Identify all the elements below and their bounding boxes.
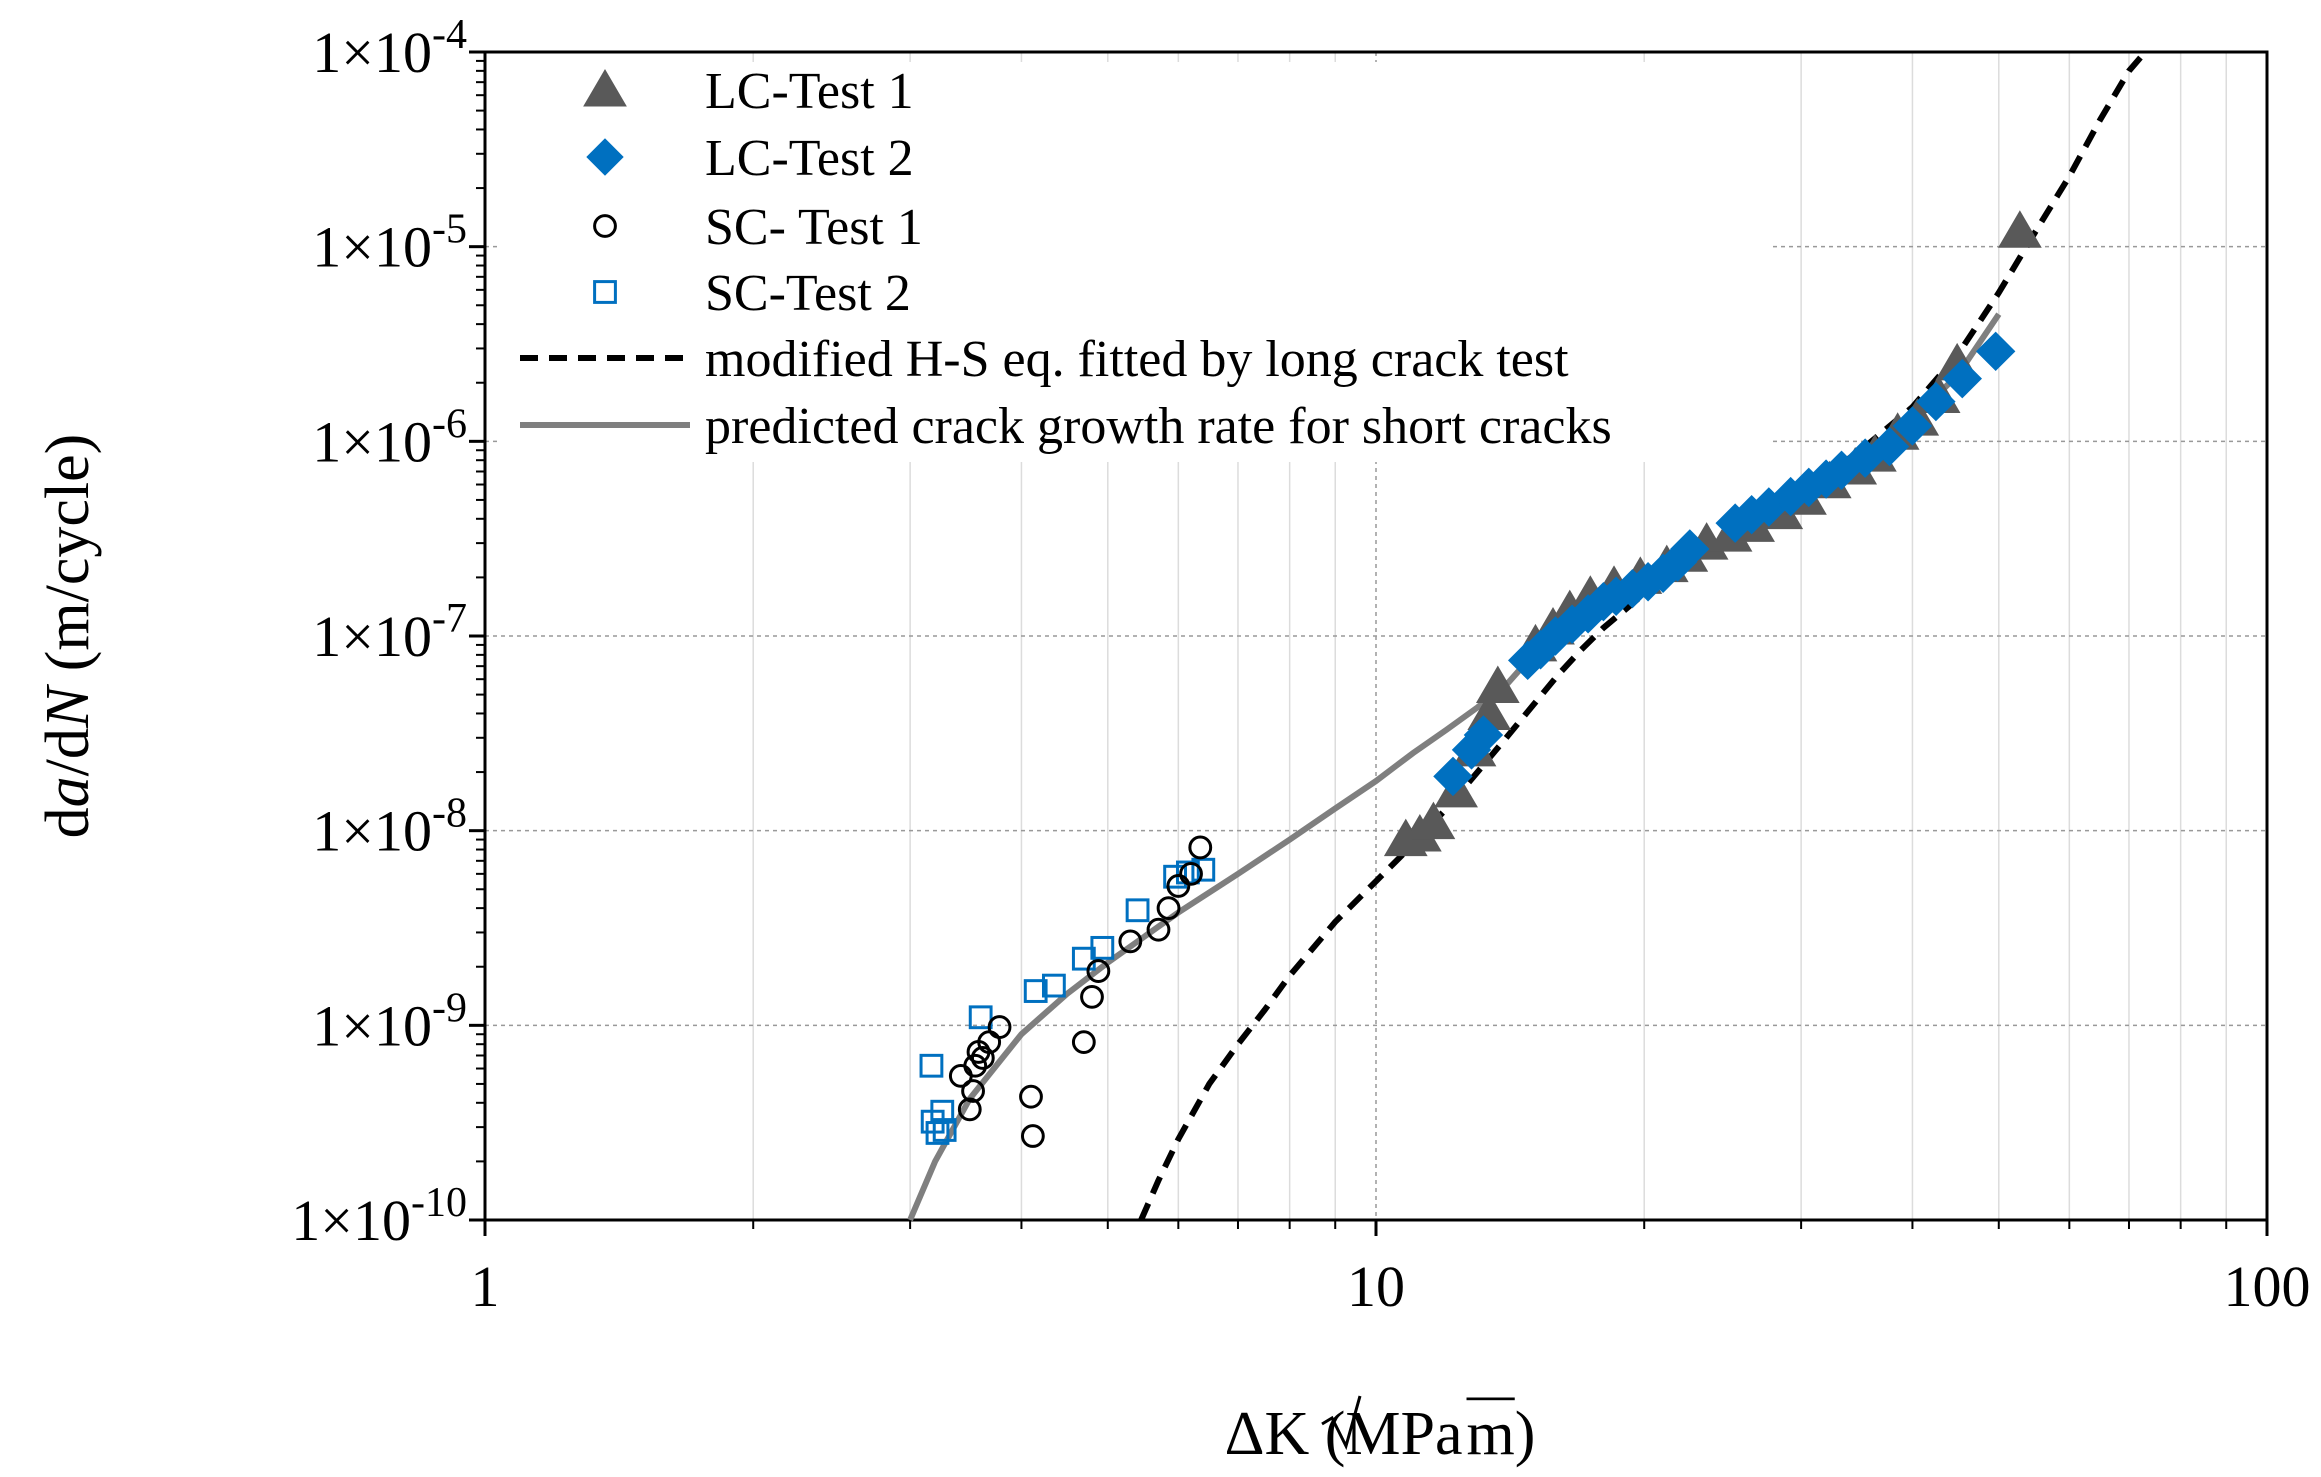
circle-point bbox=[1019, 1084, 1043, 1109]
legend-square-symbol bbox=[593, 280, 617, 304]
square-point bbox=[930, 1099, 955, 1124]
square-point bbox=[1041, 973, 1066, 998]
triangle-point bbox=[1475, 665, 1520, 704]
diamond-point bbox=[1892, 406, 1933, 446]
diamond-point bbox=[1433, 756, 1473, 797]
circle-point bbox=[963, 1053, 988, 1078]
circle-point bbox=[1166, 874, 1191, 898]
circle-point bbox=[987, 1015, 1012, 1039]
data-points bbox=[919, 210, 2042, 1148]
legend-label: SC-Test 2 bbox=[705, 265, 911, 322]
y-tick-label: 1×10-7 bbox=[312, 596, 467, 669]
legend-background bbox=[500, 62, 1770, 462]
y-tick-label: 1×10-4 bbox=[312, 12, 467, 85]
square-point bbox=[968, 1005, 993, 1030]
x-tick-label: 100 bbox=[2224, 1254, 2311, 1319]
circle-point bbox=[1156, 896, 1181, 921]
legend-diamond-symbol bbox=[586, 138, 624, 176]
series-lc-test-2 bbox=[1433, 331, 2016, 797]
y-tick-label: 1×10-5 bbox=[312, 207, 467, 280]
circle-point bbox=[1118, 929, 1143, 954]
circle-point bbox=[961, 1079, 985, 1103]
diamond-point bbox=[1670, 529, 1710, 569]
circle-point bbox=[1146, 917, 1171, 942]
circle-point bbox=[1071, 1030, 1096, 1055]
square-point bbox=[1023, 979, 1048, 1003]
triangle-point bbox=[1411, 801, 1456, 840]
plot-frame bbox=[483, 50, 2269, 1222]
series-sc-test-1 bbox=[948, 835, 1213, 1148]
diamond-point bbox=[1869, 426, 1910, 467]
circle-point bbox=[1020, 1124, 1045, 1148]
diamond-point bbox=[1463, 715, 1504, 755]
legend: LC-Test 1 LC-Test 2 SC- Test 1 SC-Test 2 mod… bbox=[520, 63, 1612, 455]
diamond-point bbox=[1916, 381, 1956, 422]
y-tick-label: 1×10-6 bbox=[312, 401, 467, 474]
circle-point bbox=[1086, 959, 1111, 983]
legend-triangle-symbol bbox=[583, 69, 627, 107]
square-point bbox=[1191, 857, 1216, 882]
legend-label: predicted crack growth rate for short cr… bbox=[705, 398, 1612, 455]
x-axis-label: ΔK (MPam) bbox=[1225, 1400, 1536, 1468]
y-tick-label: 1×10-8 bbox=[312, 791, 467, 864]
square-point bbox=[1125, 898, 1150, 923]
x-tick-label: 10 bbox=[1347, 1254, 1405, 1319]
square-point bbox=[1090, 935, 1115, 960]
square-point bbox=[919, 1053, 944, 1078]
circle-point bbox=[1080, 984, 1104, 1009]
legend-circle-symbol bbox=[593, 214, 617, 238]
circle-point bbox=[1179, 861, 1203, 886]
legend-label: modified H-S eq. fitted by long crack te… bbox=[705, 331, 1569, 388]
legend-label: LC-Test 2 bbox=[705, 130, 914, 187]
y-tick-label: 1×10-9 bbox=[312, 985, 467, 1058]
hs-fit-curve bbox=[1138, 50, 2148, 1222]
legend-label: SC- Test 1 bbox=[705, 199, 923, 256]
tick-labels: 1×10-4 1×10-5 1×10-6 1×10-7 1×10-8 1×10-9 1×10… bbox=[291, 12, 2310, 1319]
circle-point bbox=[970, 1046, 995, 1070]
square-point bbox=[932, 1118, 957, 1142]
circle-point bbox=[957, 1097, 982, 1122]
diamond-point bbox=[1975, 331, 2016, 372]
circle-point bbox=[1188, 835, 1213, 860]
series-sc-test-2 bbox=[919, 857, 1216, 1145]
y-axis-label: da/dN (m/cycle) bbox=[34, 434, 102, 839]
diamond-point bbox=[1942, 358, 1982, 399]
y-tick-label: 1×10-10 bbox=[291, 1180, 467, 1253]
sqrt-radical-sign bbox=[1321, 1395, 1362, 1451]
legend-label: LC-Test 1 bbox=[705, 63, 914, 120]
triangle-point bbox=[1997, 210, 2042, 248]
x-tick-label: 1 bbox=[471, 1254, 500, 1319]
